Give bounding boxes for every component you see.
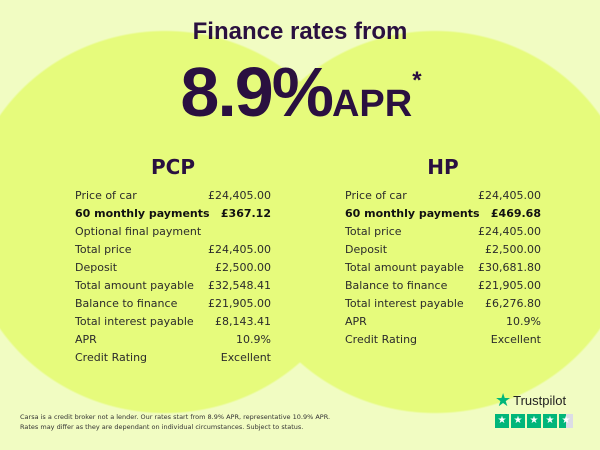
row-label: Price of car [345,189,407,202]
row-value: £6,276.80 [485,297,541,310]
table-row: Price of car £24,405.00 [75,187,271,205]
disclaimer-line: Rates may differ as they are dependant o… [20,423,304,431]
trustpilot-rating: ★ ★ ★ ★ ★ [495,414,580,428]
row-value: £24,405.00 [478,225,541,238]
row-value: £21,905.00 [208,297,271,310]
rate-headline: 8.9%APR* [0,52,600,132]
row-label: Optional final payment [75,225,202,238]
row-value: £24,405.00 [208,243,271,256]
disclaimer-line: Carsa is a credit broker not a lender. O… [20,413,331,421]
hp-title: HP [427,155,459,179]
row-label: Credit Rating [75,351,148,364]
row-label: Total interest payable [75,315,194,328]
row-value: £2,500.00 [485,243,541,256]
row-value: £24,405.00 [478,189,541,202]
row-value: £2,500.00 [215,261,271,274]
table-row: Total interest payable £8,143.41 [75,313,271,331]
star-icon: ★ [543,414,557,428]
row-label: APR [345,315,367,328]
table-row: Balance to finance £21,905.00 [345,277,541,295]
table-row: Price of car £24,405.00 [345,187,541,205]
row-label: Total price [345,225,402,238]
row-value: £24,405.00 [208,189,271,202]
row-value: Excellent [220,351,271,364]
row-label: Credit Rating [345,333,418,346]
row-label: Total amount payable [345,261,464,274]
row-value: £21,905.00 [478,279,541,292]
headline: Finance rates from [192,18,408,45]
table-row: Total amount payable £32,548.41 [75,277,271,295]
row-label: Total interest payable [345,297,464,310]
star-icon: ★ [559,414,573,428]
table-row: APR 10.9% [345,313,541,331]
apr-label: APR [331,83,413,125]
row-value: Excellent [490,333,541,346]
row-value: 10.9% [506,315,541,328]
table-row: Optional final payment [75,223,271,241]
row-label: Balance to finance [345,279,448,292]
disclaimer: Carsa is a credit broker not a lender. O… [20,412,440,432]
table-row: Total interest payable £6,276.80 [345,295,541,313]
row-label: Balance to finance [75,297,178,310]
star-icon: ★ [511,414,525,428]
row-value: £469.68 [490,207,541,220]
table-row: 60 monthly payments £469.68 [345,205,541,223]
pcp-title: PCP [151,155,195,179]
star-icon: ★ [495,414,509,428]
pcp-table: PCP Price of car £24,405.00 60 monthly paym… [75,155,271,367]
row-label: Total amount payable [75,279,194,292]
hp-table: HP Price of car £24,405.00 60 monthly payme… [345,155,541,349]
row-label: 60 monthly payments [75,207,210,220]
table-row: Credit Rating Excellent [75,349,271,367]
table-row: APR 10.9% [75,331,271,349]
table-row: Total price £24,405.00 [345,223,541,241]
rate-value: 8.9% [180,53,334,131]
table-row: Balance to finance £21,905.00 [75,295,271,313]
table-row: Deposit £2,500.00 [345,241,541,259]
row-value: 10.9% [236,333,271,346]
row-label: APR [75,333,97,346]
row-label: Deposit [75,261,118,274]
table-row: Total price £24,405.00 [75,241,271,259]
row-label: Price of car [75,189,137,202]
star-icon: ★ [527,414,541,428]
table-row: Credit Rating Excellent [345,331,541,349]
asterisk: * [412,67,421,94]
row-label: Deposit [345,243,388,256]
row-value: £8,143.41 [215,315,271,328]
row-label: 60 monthly payments [345,207,480,220]
trustpilot-badge[interactable]: ★ Trustpilot ★ ★ ★ ★ ★ [495,390,580,428]
table-row: Total amount payable £30,681.80 [345,259,541,277]
row-value: £367.12 [220,207,271,220]
table-row: 60 monthly payments £367.12 [75,205,271,223]
trustpilot-name: Trustpilot [513,393,567,408]
star-icon: ★ [495,390,512,410]
table-row: Deposit £2,500.00 [75,259,271,277]
row-value: £32,548.41 [208,279,271,292]
row-value: £30,681.80 [478,261,541,274]
row-label: Total price [75,243,132,256]
